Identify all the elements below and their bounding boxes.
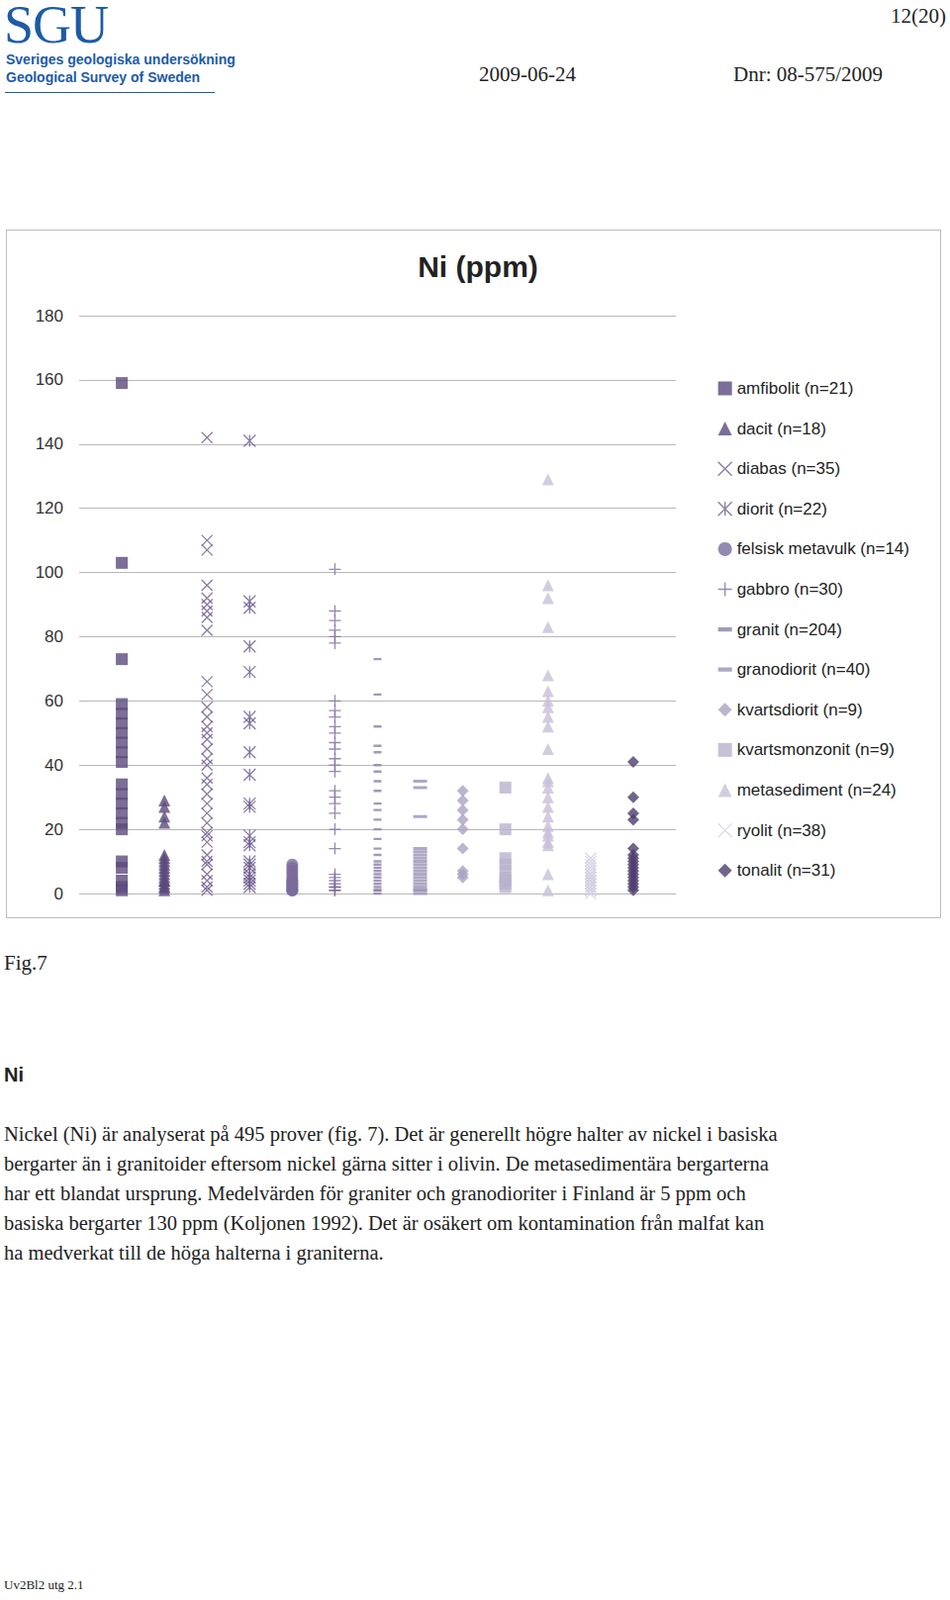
svg-text:60: 60 xyxy=(44,691,64,711)
html-text:Uv2Bl2 utg 2.1: Uv2Bl2 utg 2.1 xyxy=(3,1577,84,1593)
svg-text:160: 160 xyxy=(35,370,64,389)
html-text:Dnr: 08-575/2009: Dnr: 08-575/2009 xyxy=(733,62,883,87)
html-text:Nickel (Ni) är analyserat på 4: Nickel (Ni) är analyserat på 495 prover … xyxy=(3,1123,778,1145)
svg-text:tonalit (n=31): tonalit (n=31) xyxy=(737,860,837,880)
svg-text:100: 100 xyxy=(35,563,64,582)
svg-text:0: 0 xyxy=(54,884,64,904)
svg-text:metasediment (n=24): metasediment (n=24) xyxy=(737,780,897,800)
svg-text:80: 80 xyxy=(44,627,64,647)
svg-text:20: 20 xyxy=(44,820,64,840)
html-text:bergarter än i granitoider eft: bergarter än i granitoider eftersom nick… xyxy=(3,1152,769,1175)
svg-text:amfibolit (n=21): amfibolit (n=21) xyxy=(737,379,855,398)
svg-text:120: 120 xyxy=(35,498,64,518)
svg-text:kvartsmonzonit (n=9): kvartsmonzonit (n=9) xyxy=(737,740,895,760)
svg-text:kvartsdiorit (n=9): kvartsdiorit (n=9) xyxy=(737,700,863,720)
html-text:Sveriges geologiska undersökni: Sveriges geologiska undersökning xyxy=(5,51,236,68)
html-text:2009-06-24: 2009-06-24 xyxy=(478,62,576,87)
svg-text:felsisk metavulk (n=14): felsisk metavulk (n=14) xyxy=(737,539,910,559)
html-text:Fig.7: Fig.7 xyxy=(3,950,48,975)
html-text:Ni: Ni xyxy=(3,1063,24,1086)
html-text:basiska bergarter 130 ppm (Kol: basiska bergarter 130 ppm (Koljonen 1992… xyxy=(3,1212,765,1235)
svg-text:gabbro (n=30): gabbro (n=30) xyxy=(737,579,844,599)
html-text:12(20): 12(20) xyxy=(890,3,947,28)
svg-text:granodiorit (n=40): granodiorit (n=40) xyxy=(737,660,871,679)
svg-text:diabas (n=35): diabas (n=35) xyxy=(737,459,841,478)
html-text:Geological Survey of Sweden: Geological Survey of Sweden xyxy=(5,69,200,86)
svg-text:180: 180 xyxy=(35,306,64,326)
html-text:ha medverkat till de höga halt: ha medverkat till de höga halterna i gra… xyxy=(3,1241,384,1264)
svg-text:dacit (n=18): dacit (n=18) xyxy=(737,419,827,439)
svg-text:diorit (n=22): diorit (n=22) xyxy=(737,499,828,519)
svg-text:ryolit (n=38): ryolit (n=38) xyxy=(737,821,827,841)
svg-text:Ni (ppm): Ni (ppm) xyxy=(417,250,539,284)
svg-text:40: 40 xyxy=(44,756,64,775)
svg-text:granit (n=204): granit (n=204) xyxy=(737,620,843,640)
html-text:har ett blandat ursprung. Mede: har ett blandat ursprung. Medelvärden fö… xyxy=(3,1182,746,1205)
svg-text:140: 140 xyxy=(35,434,64,454)
